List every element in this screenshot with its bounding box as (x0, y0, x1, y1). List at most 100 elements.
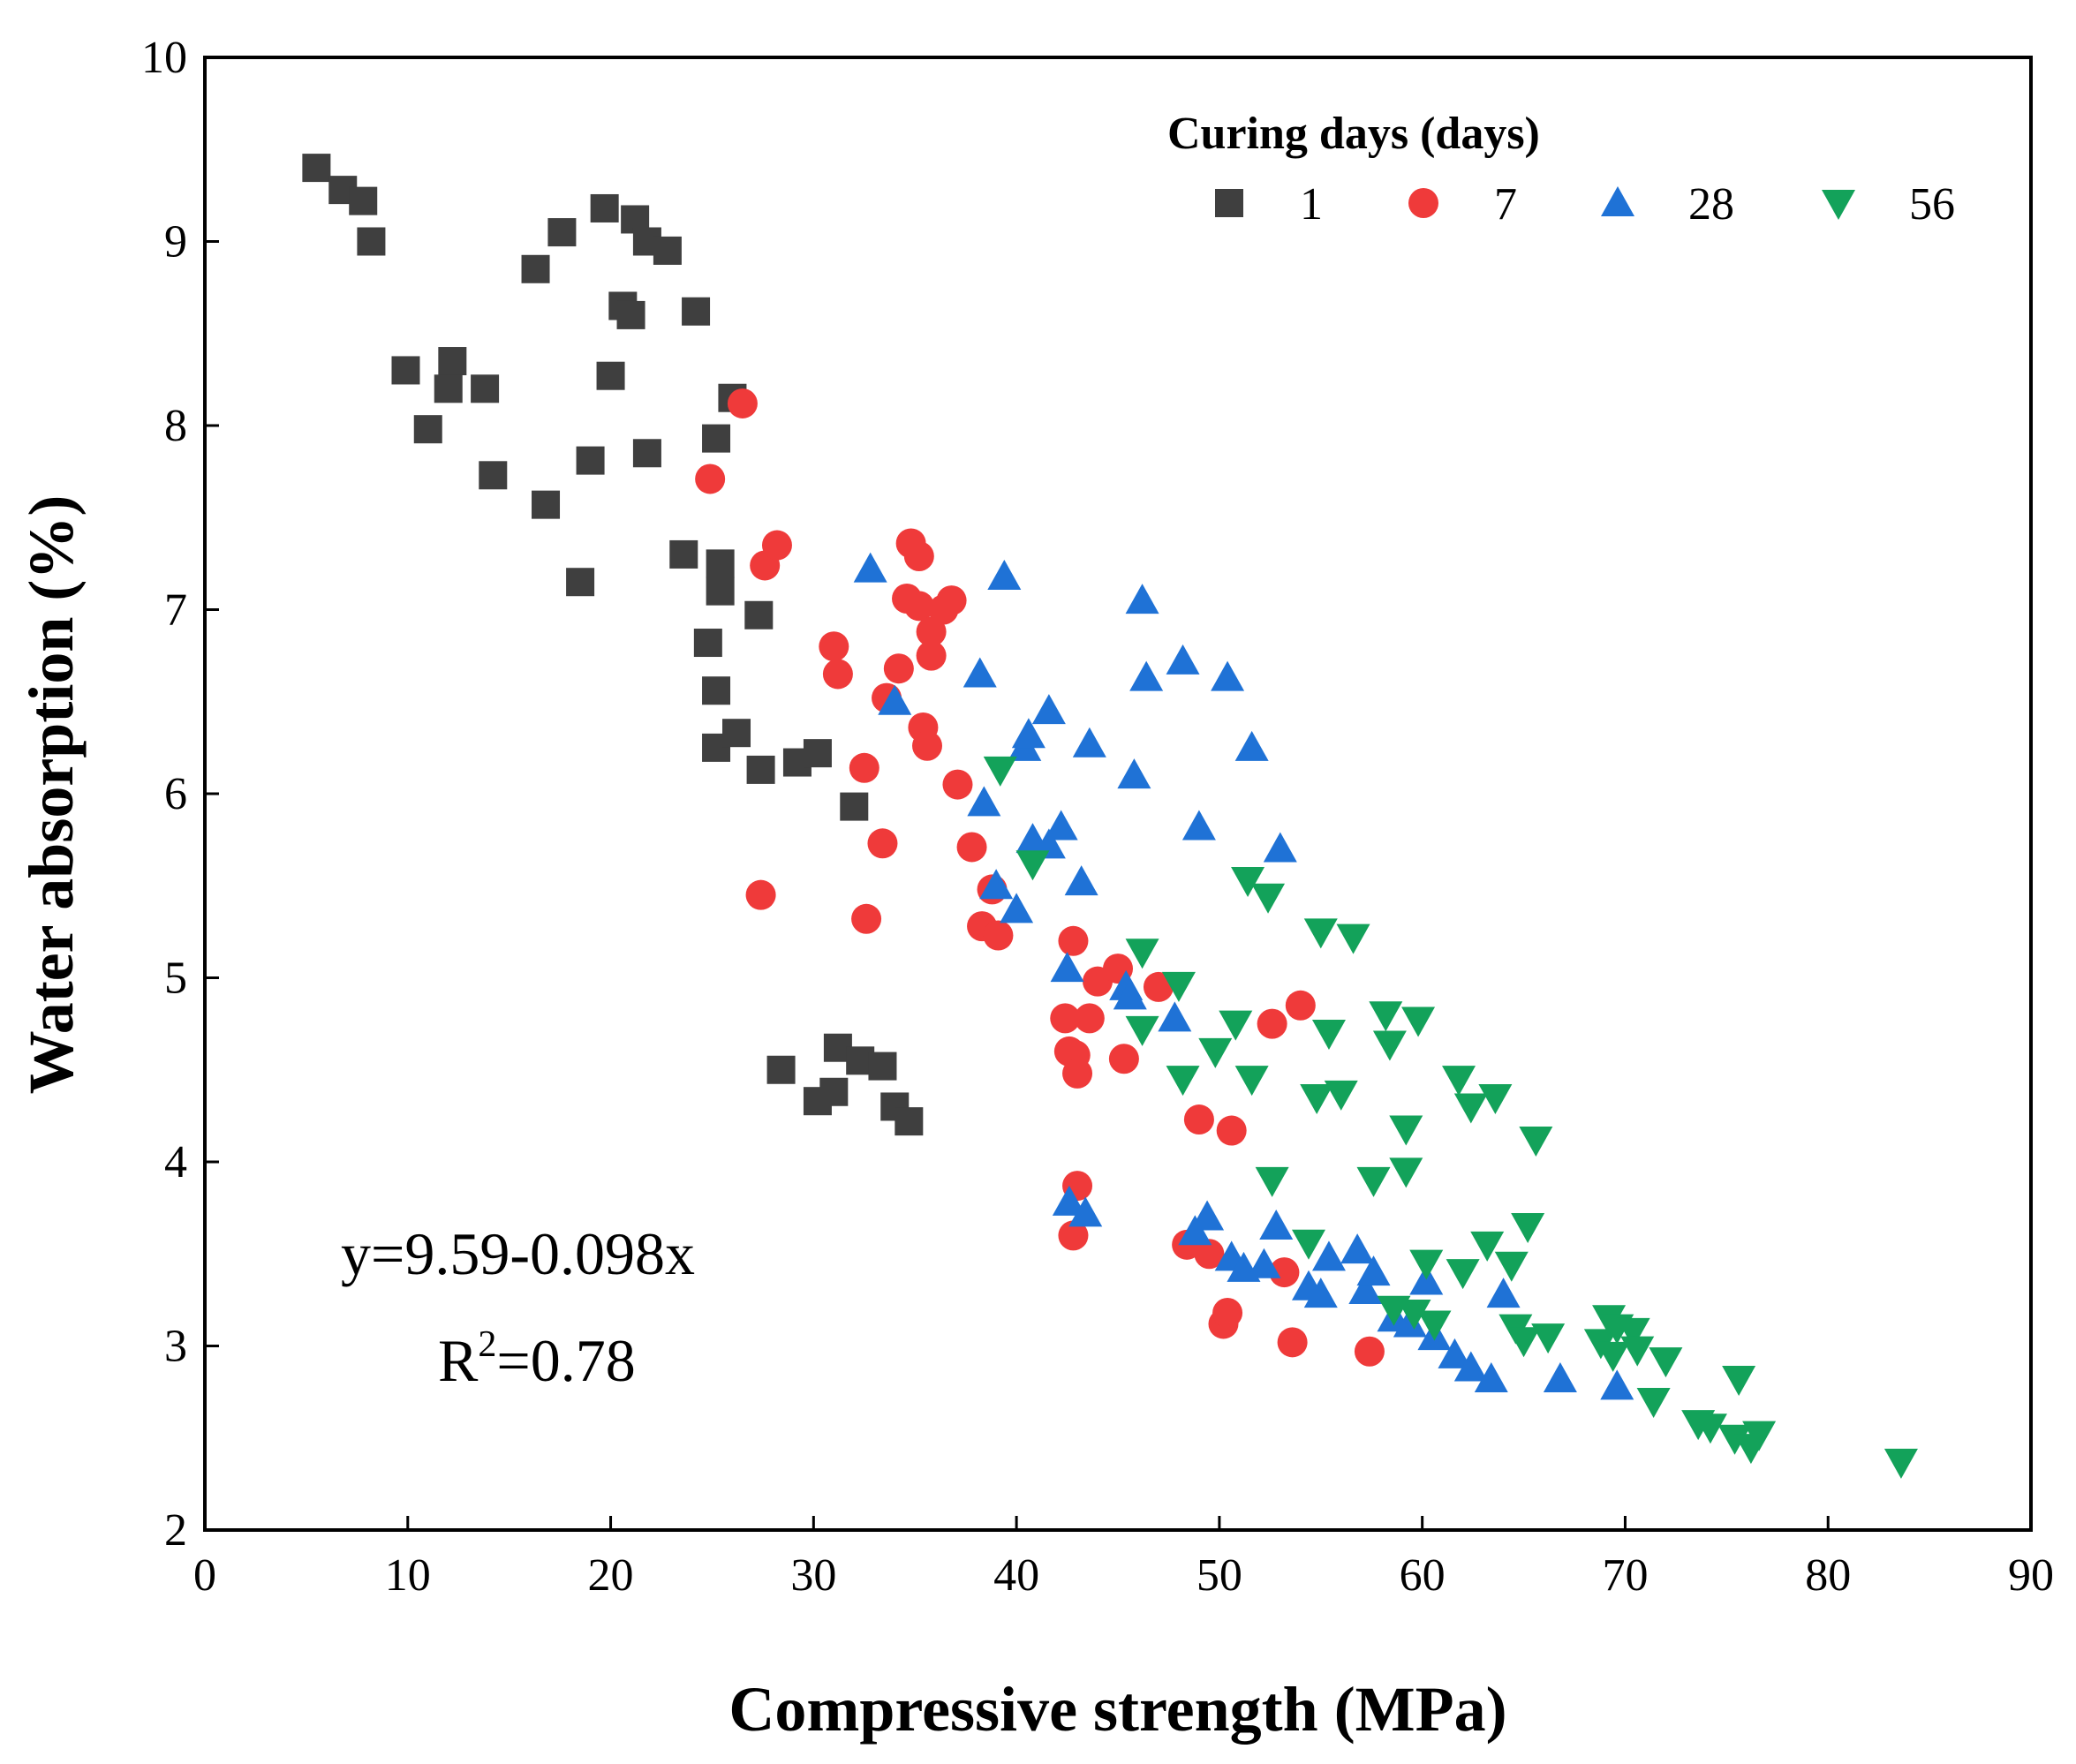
legend-entry-28: 28 (1601, 179, 1734, 230)
data-point-day-56 (1442, 1066, 1476, 1097)
data-point-day-56 (1620, 1336, 1655, 1367)
data-point-day-56 (1356, 1166, 1391, 1197)
data-point-day-7 (1354, 1336, 1385, 1367)
r-squared-value: =0.78 (496, 1327, 635, 1394)
x-tick-label: 30 (790, 1550, 836, 1601)
series-56 (983, 756, 1918, 1479)
x-tick-label: 0 (193, 1550, 216, 1601)
data-point-day-28 (1044, 810, 1078, 841)
x-tick-label: 20 (588, 1550, 634, 1601)
data-point-day-56 (1161, 971, 1196, 1002)
legend-label-28: 28 (1688, 179, 1734, 230)
data-point-day-7 (1058, 925, 1089, 956)
data-point-day-28 (1125, 584, 1159, 614)
data-point-day-28 (979, 869, 1014, 900)
data-point-day-28 (853, 552, 887, 583)
data-point-day-28 (1311, 1240, 1346, 1271)
y-axis-title: Water absorption (%) (16, 495, 87, 1095)
data-point-day-1 (532, 490, 561, 519)
data-point-day-1 (479, 461, 508, 490)
data-point-day-1 (895, 1107, 924, 1136)
data-point-day-56 (1742, 1421, 1777, 1451)
y-tick-label: 3 (164, 1322, 187, 1372)
data-point-day-28 (1166, 644, 1200, 675)
data-point-day-7 (1143, 971, 1174, 1002)
data-point-day-28 (1474, 1362, 1508, 1393)
data-point-day-28 (1234, 730, 1269, 761)
data-point-day-56 (1519, 1126, 1553, 1157)
data-point-day-56 (1166, 1066, 1200, 1097)
data-point-day-56 (1506, 1327, 1541, 1358)
data-point-day-7 (1062, 1058, 1093, 1089)
y-tick-label: 5 (164, 954, 187, 1004)
x-tick-label: 40 (993, 1550, 1039, 1601)
data-point-day-56 (1389, 1115, 1423, 1146)
data-point-day-1 (391, 356, 420, 385)
data-point-day-56 (1453, 1093, 1488, 1124)
legend-marker-28 (1601, 186, 1634, 216)
data-point-day-1 (616, 300, 645, 329)
series-7 (695, 388, 1385, 1367)
data-point-day-28 (1052, 1185, 1086, 1216)
data-point-day-28 (1263, 832, 1297, 863)
data-point-day-1 (471, 374, 500, 403)
data-point-day-1 (576, 446, 605, 475)
data-point-day-28 (1453, 1351, 1488, 1382)
regression-annotation: y=9.59-0.098x R2=0.78 (341, 1220, 695, 1394)
data-point-day-1 (590, 193, 619, 222)
data-point-day-7 (819, 631, 849, 662)
data-point-day-7 (916, 616, 947, 647)
data-point-day-1 (706, 549, 735, 578)
data-point-day-56 (1649, 1347, 1683, 1378)
data-point-day-7 (1277, 1327, 1308, 1358)
data-point-day-1 (302, 154, 331, 183)
data-point-day-7 (903, 541, 934, 572)
data-point-day-28 (1129, 660, 1164, 691)
data-point-day-28 (1050, 952, 1084, 983)
data-point-day-1 (840, 792, 869, 821)
data-point-day-7 (942, 769, 973, 800)
data-point-day-1 (669, 539, 698, 569)
data-point-day-56 (1722, 1366, 1756, 1397)
data-point-day-56 (1372, 1030, 1407, 1061)
data-point-day-56 (1251, 883, 1286, 914)
x-tick-label: 10 (385, 1550, 431, 1601)
data-point-day-7 (1269, 1257, 1300, 1288)
regression-equation: y=9.59-0.098x (341, 1220, 695, 1287)
data-point-day-1 (653, 236, 682, 265)
data-point-day-56 (1596, 1341, 1630, 1372)
data-point-day-28 (1068, 1196, 1103, 1227)
data-point-day-56 (1417, 1310, 1452, 1341)
data-point-day-7 (1212, 1297, 1243, 1328)
data-point-day-56 (1198, 1037, 1233, 1068)
data-point-day-1 (434, 374, 463, 403)
data-point-day-56 (1409, 1249, 1444, 1280)
y-tick-label: 2 (164, 1505, 187, 1556)
data-point-day-1 (521, 254, 550, 283)
y-tick-label: 10 (141, 33, 187, 83)
legend-label-1: 1 (1300, 179, 1323, 230)
data-point-day-1 (438, 347, 467, 376)
data-point-day-1 (349, 186, 378, 215)
legend-marker-56 (1822, 190, 1855, 220)
series-28 (853, 552, 1634, 1400)
data-point-day-56 (1397, 1299, 1431, 1330)
data-point-day-7 (983, 920, 1014, 951)
y-tick-label: 8 (164, 401, 187, 451)
data-point-day-28 (1117, 758, 1151, 789)
y-tick-label: 7 (164, 585, 187, 636)
data-point-day-7 (867, 828, 898, 859)
data-point-day-56 (1125, 939, 1159, 969)
data-point-day-7 (851, 903, 882, 934)
data-point-day-1 (632, 439, 661, 468)
data-point-day-28 (1031, 694, 1066, 725)
data-point-day-7 (1050, 1003, 1081, 1034)
data-point-day-28 (1181, 810, 1216, 841)
x-axis-title: Compressive strength (MPa) (728, 1674, 1506, 1745)
data-point-day-1 (746, 755, 775, 784)
x-tick-label: 60 (1400, 1550, 1446, 1601)
data-point-day-28 (1303, 1278, 1338, 1308)
data-point-day-56 (1511, 1212, 1545, 1243)
data-point-day-28 (1259, 1209, 1294, 1240)
